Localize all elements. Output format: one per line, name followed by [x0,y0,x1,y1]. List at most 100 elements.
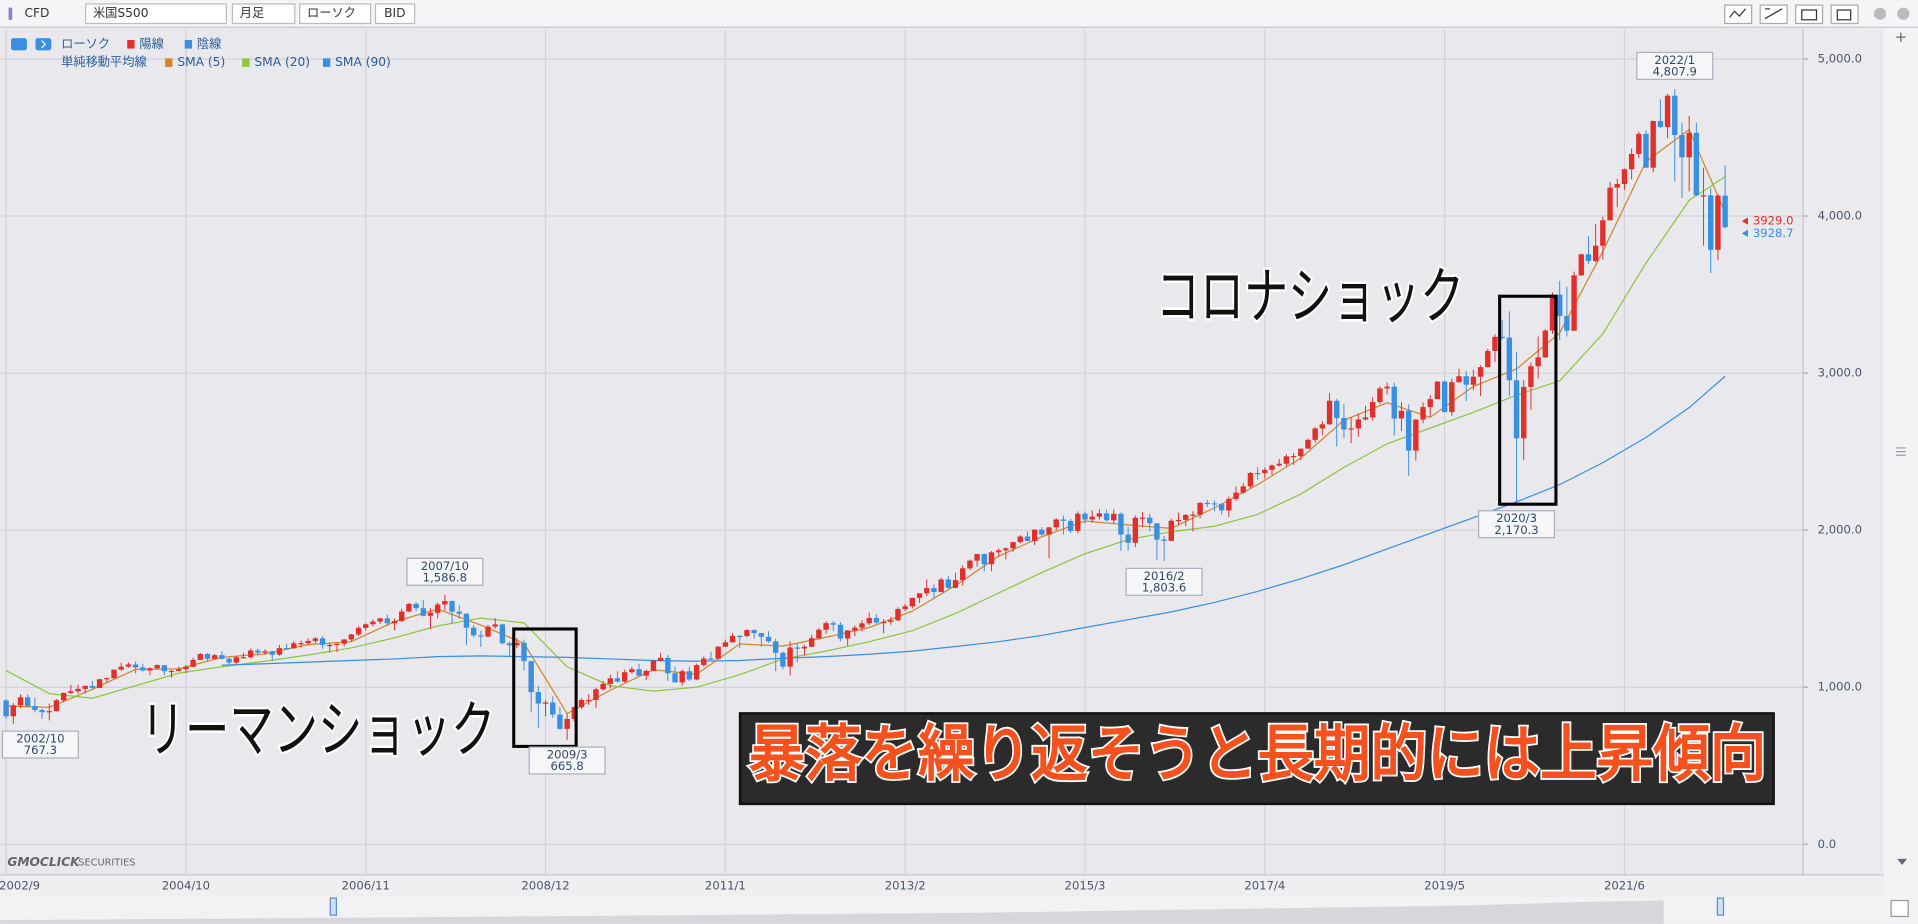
symbol-input[interactable] [85,3,227,25]
candle-body [125,664,132,667]
grid [0,29,1808,875]
candle-body [701,658,707,666]
candle-body [82,685,88,689]
candle-body [1147,517,1153,524]
style-select[interactable] [299,3,372,25]
candle-body [1413,419,1419,451]
candle-body [1269,465,1275,470]
candle-body [1708,195,1714,250]
side-text: BID [384,6,405,20]
annotation-box [1125,567,1203,596]
side-select[interactable] [374,3,416,25]
candle-body [808,638,815,647]
candle-body [399,611,405,622]
candle-body [384,618,391,624]
candle-body [945,579,952,588]
candle-body [470,627,477,636]
annotation-date: 2002/10 [16,732,64,746]
candle-body [1628,153,1635,170]
candle-body [1226,498,1232,511]
candle-body [974,554,980,561]
candle-body [571,707,578,719]
candle-body [1693,132,1700,196]
candle-body [1161,539,1167,541]
candle-body [557,714,563,729]
candle-body [931,588,937,593]
annotation-date: 2020/3 [1496,511,1537,525]
candle-body [866,617,872,624]
candle-body [1096,513,1103,517]
annotation-date: 2022/1 [1654,53,1695,67]
legend-sma-group: 単純移動平均線 [61,54,147,69]
annotation-box [1478,510,1556,539]
settings-button[interactable] [1873,7,1887,20]
candle-body [89,685,96,688]
price-marker [1741,217,1748,225]
legend-swatch [184,39,193,49]
candle-body [183,666,189,670]
candle-body [104,678,110,680]
scroll-down[interactable] [1897,858,1907,866]
candle-body [1384,386,1390,389]
legend-swatch [127,39,135,49]
navigator-handle[interactable] [329,897,337,916]
legend-toggle[interactable] [11,38,27,51]
candle-body [434,604,441,613]
annotation-date: 2009/3 [547,748,588,762]
candle-body [981,554,987,565]
candle-body [794,647,800,649]
annotation-value: 2,170.3 [1494,523,1538,537]
candle-body [751,630,757,634]
close-button[interactable] [1897,7,1910,20]
candle-body [1657,121,1664,127]
scrollbar[interactable] [1883,28,1918,924]
zoom-in[interactable]: + [1895,29,1907,46]
candle-body [212,655,218,659]
annotation-box [1636,51,1714,80]
candle-body [1075,513,1081,531]
navigator-handle[interactable] [1716,897,1725,916]
candle-body [1240,486,1246,493]
legend-expand[interactable] [35,38,52,51]
candle-body [787,647,793,667]
candle-body [327,644,333,647]
candle-body [1463,376,1469,385]
candle-body [1621,169,1628,184]
candle-body [1319,424,1326,429]
candle-body [859,623,865,628]
candle-body [1039,529,1045,535]
candle-body [32,706,38,711]
reset-button[interactable] [1890,899,1909,918]
candle-body [1420,407,1426,420]
candle-body [816,629,822,639]
candle-body [1233,492,1239,499]
x-tick-label: 2019/5 [1424,878,1465,892]
y-tick-label: 0.0 [1818,837,1836,851]
candle-body [262,651,268,653]
candle-body [1254,472,1261,475]
candle-body [607,678,613,684]
candle-body [427,612,434,616]
annotation-value: 1,586.8 [423,570,467,584]
candle-body [1247,472,1254,487]
candle-body [348,634,355,640]
x-tick-label: 2021/6 [1604,878,1645,892]
candle-body [1499,336,1505,339]
candle-body [564,718,570,729]
market-marker [8,7,13,20]
camera-button[interactable] [1795,4,1824,25]
legend-series: SMA (5) [177,55,225,69]
candle-body [1082,513,1088,520]
candle-body [226,658,232,663]
candle-body [895,609,901,621]
candle-body [1017,536,1023,543]
window-button[interactable] [1830,4,1859,25]
y-tick-label: 1,000.0 [1818,680,1862,694]
candle-body [499,624,506,644]
candle-body [1290,456,1297,458]
candle-body [995,550,1002,553]
candle-body [938,579,944,593]
timeframe-select[interactable] [231,3,296,25]
candle-body [276,648,283,655]
